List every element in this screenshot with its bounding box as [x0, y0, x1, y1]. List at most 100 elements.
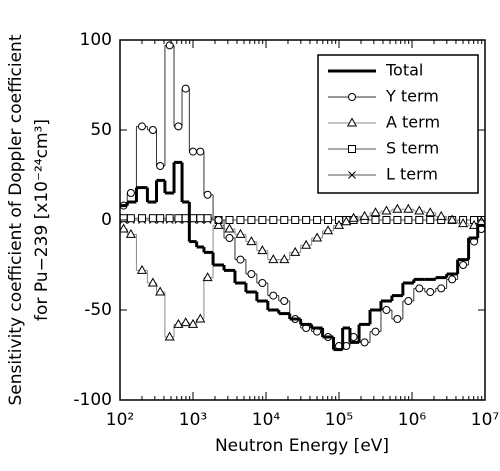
marker	[235, 228, 246, 238]
marker	[246, 236, 257, 246]
marker	[404, 297, 413, 305]
marker	[436, 210, 447, 220]
marker	[148, 214, 157, 223]
marker	[426, 288, 435, 296]
marker	[269, 216, 278, 224]
marker	[258, 279, 267, 287]
marker	[280, 216, 289, 224]
y-tick-label: -50	[84, 300, 112, 320]
marker	[137, 214, 146, 223]
marker	[301, 239, 312, 249]
marker	[174, 122, 183, 131]
x-tick-label: 10⁷	[471, 410, 500, 430]
x-tick-label: 10⁵	[325, 410, 353, 430]
marker	[196, 147, 205, 156]
marker	[403, 203, 414, 213]
marker	[426, 216, 435, 224]
marker	[187, 318, 199, 328]
x-tick-label: 10³	[179, 410, 207, 430]
marker	[346, 117, 358, 127]
x-axis-label: Neutron Energy [eV]	[215, 436, 389, 456]
marker	[370, 207, 381, 217]
marker	[203, 214, 212, 223]
marker	[312, 232, 323, 242]
marker	[236, 216, 245, 224]
marker	[348, 171, 356, 179]
y-tick-label: 50	[90, 120, 112, 140]
marker	[268, 254, 279, 264]
marker	[181, 84, 190, 93]
legend-label: S term	[386, 139, 439, 158]
marker	[290, 246, 301, 256]
marker	[392, 203, 403, 213]
marker	[120, 223, 129, 233]
marker	[415, 284, 424, 293]
marker	[371, 327, 380, 336]
marker	[393, 216, 402, 224]
marker	[125, 228, 136, 238]
marker	[165, 41, 174, 50]
marker	[202, 272, 213, 282]
marker	[257, 245, 268, 255]
marker	[126, 189, 135, 197]
marker	[247, 216, 256, 224]
legend-label: L term	[386, 165, 438, 184]
legend-label: Y term	[385, 87, 439, 106]
marker	[381, 205, 392, 215]
y-axis-label: Sensitivity coefficient of Doppler coeff…	[6, 34, 26, 405]
legend: Total Y term A term S term L term	[317, 54, 479, 194]
legend-box	[317, 54, 479, 194]
y-axis-label: for Pu−239 [x10⁻²⁴cm³]	[32, 119, 52, 321]
y-tick-label: 100	[80, 30, 112, 50]
marker	[203, 190, 212, 199]
marker	[348, 145, 356, 153]
marker	[459, 261, 468, 269]
marker	[269, 291, 278, 300]
marker	[313, 216, 322, 224]
marker	[225, 216, 234, 224]
marker	[458, 218, 469, 228]
marker	[302, 216, 311, 224]
marker	[120, 214, 128, 223]
legend-label: A term	[386, 113, 440, 132]
marker	[165, 214, 174, 223]
marker	[279, 254, 290, 264]
y-tick-label: -100	[73, 390, 112, 410]
marker	[173, 318, 184, 328]
plot-area	[120, 41, 485, 352]
marker	[437, 284, 446, 293]
marker	[225, 234, 234, 242]
marker	[404, 216, 413, 224]
marker	[126, 214, 135, 223]
marker	[448, 275, 457, 284]
marker	[382, 216, 391, 224]
marker	[156, 162, 165, 170]
marker	[195, 313, 206, 323]
marker	[147, 277, 158, 287]
marker	[322, 225, 334, 235]
marker	[359, 210, 370, 220]
marker	[348, 212, 359, 222]
marker	[360, 338, 369, 347]
marker	[189, 147, 197, 156]
marker	[137, 122, 146, 131]
marker	[213, 219, 224, 229]
marker	[236, 255, 245, 264]
marker	[155, 286, 166, 296]
marker	[148, 126, 157, 134]
marker	[291, 216, 300, 224]
marker	[447, 214, 458, 224]
marker	[247, 270, 256, 278]
marker	[348, 93, 356, 101]
marker	[156, 214, 165, 223]
marker	[224, 223, 235, 233]
marker	[174, 214, 183, 223]
marker	[341, 216, 352, 226]
x-tick-label: 10⁴	[252, 410, 281, 430]
marker	[414, 205, 425, 215]
x-tick-label: 10⁶	[398, 410, 427, 430]
marker	[324, 216, 333, 224]
marker	[393, 315, 402, 323]
marker	[180, 317, 191, 327]
